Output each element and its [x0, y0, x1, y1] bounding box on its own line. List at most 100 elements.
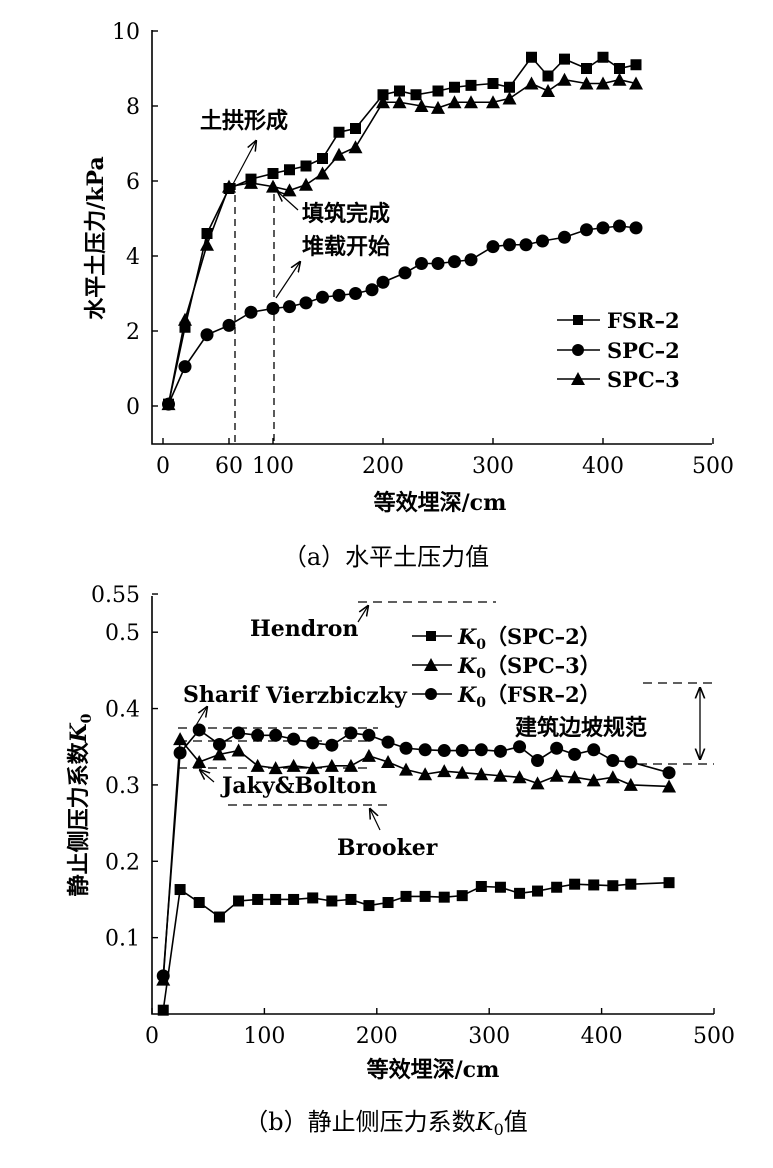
data-point-b-triangle [586, 773, 601, 787]
data-point-b-circle [474, 743, 488, 757]
legend-label-k0-fsr2: K0（FSR–2） [457, 682, 601, 711]
data-point-b-circle [568, 747, 582, 761]
ref-label-code: 建筑边坡规范 [515, 715, 647, 741]
data-point-b-square [400, 890, 412, 902]
data-point-b-square [625, 878, 637, 890]
chart-a-x-label: 等效埋深/cm [374, 490, 507, 516]
data-point-b-circle [399, 741, 413, 755]
ref-label-brooker: Brooker [337, 835, 438, 861]
data-point-a-triangle [502, 91, 517, 105]
data-point-b-triangle [662, 779, 677, 793]
data-point-a-circle [332, 288, 346, 302]
data-point-b-triangle [623, 777, 638, 791]
x-tick-label: 60 [215, 454, 243, 479]
data-point-a-triangle [244, 175, 258, 189]
x-tick-label: 300 [468, 1024, 510, 1049]
chart-b-y-label: 静止侧压力系数K0 [66, 713, 95, 896]
x-tick-label: 100 [252, 454, 294, 479]
data-point-b-square [588, 879, 600, 891]
y-tick-label: 2 [126, 320, 140, 345]
data-point-b-circle [381, 735, 395, 749]
data-point-a-circle [316, 290, 329, 304]
x-tick-label: 400 [582, 454, 624, 479]
data-point-a-circle [464, 253, 478, 267]
data-point-b-circle [624, 755, 638, 769]
x-tick-label: 400 [581, 1024, 623, 1049]
data-point-a-circle [486, 240, 500, 254]
data-point-b-triangle [605, 770, 620, 784]
data-point-b-square [326, 895, 338, 907]
data-point-a-circle [299, 296, 313, 310]
data-point-a-square [504, 81, 515, 93]
arrow-loading-start [275, 262, 300, 299]
data-point-a-square [377, 89, 389, 101]
data-point-a-square [333, 126, 345, 138]
data-point-a-square [614, 63, 625, 74]
data-point-b-square [514, 887, 526, 899]
data-point-b-circle [587, 743, 601, 757]
data-point-a-triangle [348, 140, 363, 154]
data-point-a-square [179, 321, 191, 333]
ref-label-hendron: Hendron [250, 616, 358, 642]
annotation-soil-arch: 土拱形成 [200, 108, 288, 134]
annotation-fill-complete: 填筑完成 [302, 201, 390, 227]
data-point-a-triangle [392, 95, 407, 109]
chart-a-series [161, 51, 643, 411]
data-point-b-square [233, 895, 245, 907]
data-point-a-square [465, 79, 477, 91]
y-tick-label: 0.5 [105, 621, 140, 646]
data-point-b-square [532, 885, 544, 897]
data-point-a-square [630, 59, 642, 71]
data-point-b-square [438, 891, 450, 903]
data-point-b-triangle [474, 767, 489, 781]
data-point-a-square [487, 78, 499, 89]
data-point-b-square [551, 881, 563, 893]
data-point-b-triangle [399, 762, 414, 776]
y-tick-label: 8 [126, 95, 140, 120]
legend-label-spc3: SPC–3 [607, 367, 680, 392]
data-point-b-square [213, 911, 225, 923]
data-point-a-triangle [629, 76, 643, 90]
data-point-b-triangle [268, 761, 283, 775]
data-point-b-triangle [418, 767, 433, 781]
data-point-a-square [201, 228, 213, 239]
ref-label-vierzbiczky: Vierzbiczky [265, 683, 408, 709]
data-point-a-circle [283, 300, 296, 314]
x-tick-label: 200 [362, 454, 404, 479]
data-point-a-triangle [266, 179, 280, 193]
x-tick-label: 300 [472, 454, 514, 479]
chart-b-legend: K0（SPC–2） K0（SPC–3） K0（FSR–2） [412, 624, 601, 711]
data-point-b-circle [362, 728, 376, 742]
data-point-a-circle [349, 287, 362, 300]
data-point-a-triangle [161, 397, 176, 411]
data-point-b-circle [287, 732, 301, 746]
arrow-fill-complete [278, 192, 299, 211]
data-point-b-circle [437, 744, 451, 758]
chart-a-y-label: 水平土压力/kPa [83, 156, 109, 320]
data-point-a-square [317, 153, 328, 164]
annotation-loading-start: 堆载开始 [302, 234, 390, 260]
data-point-a-square [597, 51, 609, 63]
data-point-b-triangle [381, 755, 396, 769]
data-point-b-circle [173, 746, 187, 760]
legend-marker-k0-spc2 [426, 631, 436, 641]
data-point-b-square [419, 890, 431, 902]
data-point-a-circle [365, 283, 379, 297]
data-point-b-triangle [455, 765, 470, 779]
x-tick-label: 100 [243, 1024, 285, 1049]
data-point-b-square [307, 892, 319, 904]
data-point-b-circle [251, 728, 265, 742]
data-point-a-circle [398, 266, 412, 280]
x-tick-label: 0 [145, 1024, 159, 1049]
data-point-a-circle [200, 328, 214, 342]
data-point-a-triangle [299, 177, 313, 191]
x-tick-label: 500 [692, 454, 734, 479]
data-point-b-circle [325, 738, 339, 752]
legend-label-k0-spc2: K0（SPC–2） [457, 624, 601, 653]
data-point-a-square [581, 63, 592, 74]
data-point-b-triangle [250, 758, 265, 772]
data-point-b-circle [550, 741, 564, 755]
data-point-a-triangle [524, 76, 539, 90]
